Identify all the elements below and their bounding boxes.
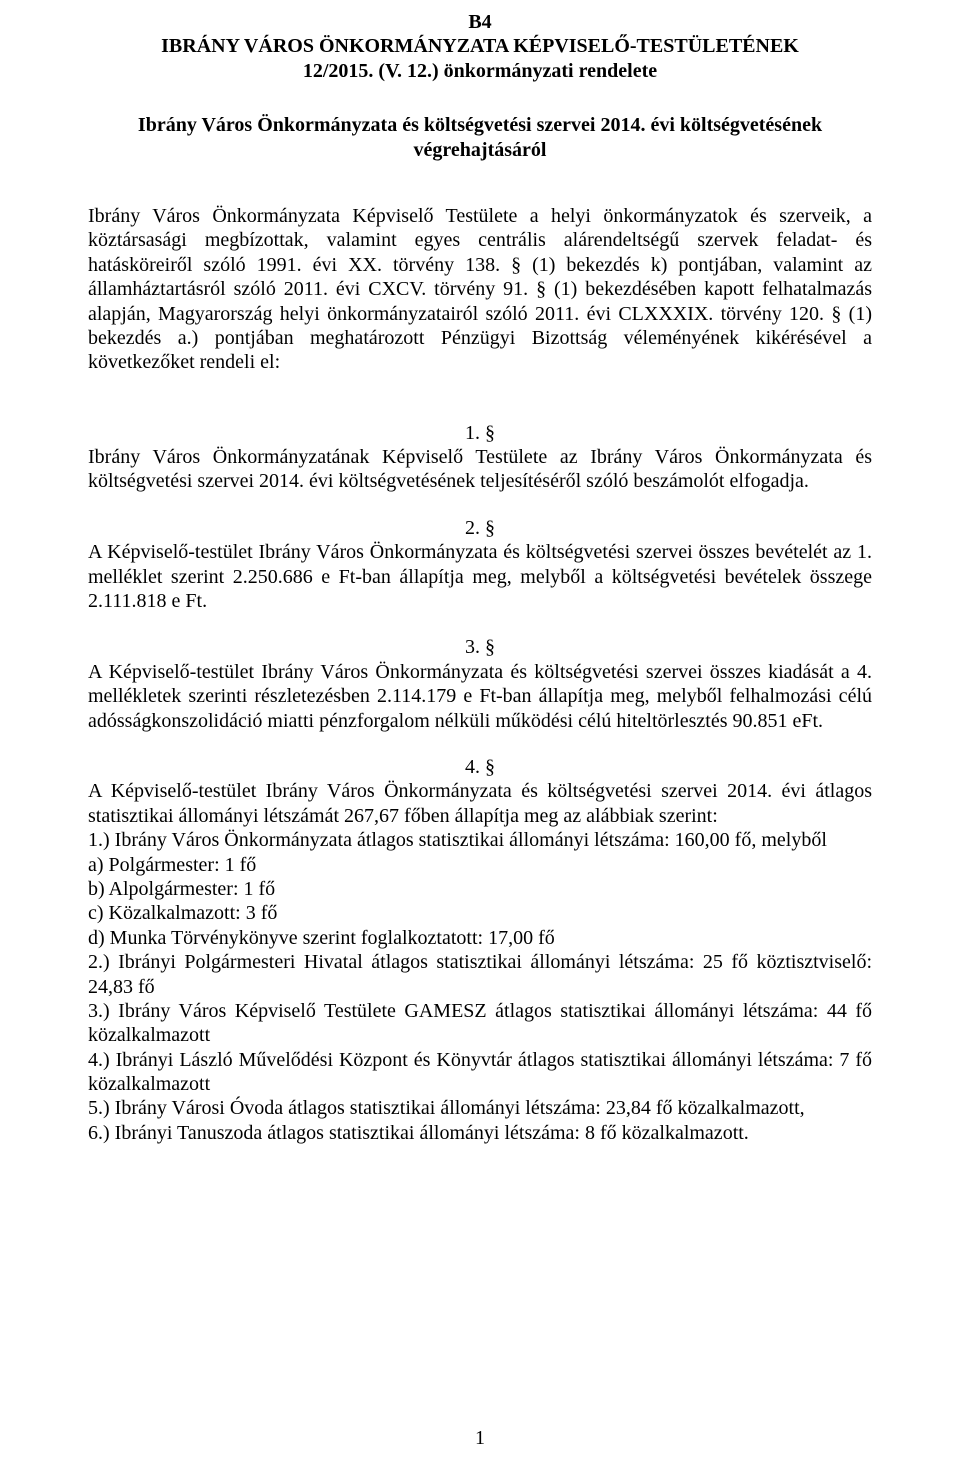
section-3-number: 3. § (88, 635, 872, 659)
header-line-1: IBRÁNY VÁROS ÖNKORMÁNYZATA KÉPVISELŐ-TES… (88, 34, 872, 58)
section-4-line-6: 6.) Ibrányi Tanuszoda átlagos statisztik… (88, 1121, 872, 1145)
section-4-line-d: d) Munka Törvénykönyve szerint foglalkoz… (88, 926, 872, 950)
subtitle-block: Ibrány Város Önkormányzata és költségvet… (88, 113, 872, 162)
section-4-line-b: b) Alpolgármester: 1 fő (88, 877, 872, 901)
section-4-line-5: 5.) Ibrány Városi Óvoda átlagos statiszt… (88, 1096, 872, 1120)
subtitle-line-1: Ibrány Város Önkormányzata és költségvet… (88, 113, 872, 137)
section-4-line-2: 2.) Ibrányi Polgármesteri Hivatal átlago… (88, 950, 872, 999)
section-3: 3. § A Képviselő-testület Ibrány Város Ö… (88, 635, 872, 733)
section-4-line-4: 4.) Ibrányi László Művelődési Központ és… (88, 1048, 872, 1097)
page-number: 1 (0, 1426, 960, 1450)
section-4-line-c: c) Közalkalmazott: 3 fő (88, 901, 872, 925)
section-4-line-3: 3.) Ibrány Város Képviselő Testülete GAM… (88, 999, 872, 1048)
preamble-paragraph: Ibrány Város Önkormányzata Képviselő Tes… (88, 204, 872, 375)
document-page: B4 IBRÁNY VÁROS ÖNKORMÁNYZATA KÉPVISELŐ-… (0, 0, 960, 1478)
section-1: 1. § Ibrány Város Önkormányzatának Képvi… (88, 421, 872, 494)
subtitle-line-2: végrehajtásáról (88, 138, 872, 162)
section-2: 2. § A Képviselő-testület Ibrány Város Ö… (88, 516, 872, 614)
section-4-line-a: a) Polgármester: 1 fő (88, 853, 872, 877)
section-2-body: A Képviselő-testület Ibrány Város Önkorm… (88, 540, 872, 613)
section-4-line-1: 1.) Ibrány Város Önkormányzata átlagos s… (88, 828, 872, 852)
section-4-number: 4. § (88, 755, 872, 779)
header-code: B4 (88, 10, 872, 34)
section-1-number: 1. § (88, 421, 872, 445)
header-block: B4 IBRÁNY VÁROS ÖNKORMÁNYZATA KÉPVISELŐ-… (88, 10, 872, 83)
section-4-intro: A Képviselő-testület Ibrány Város Önkorm… (88, 779, 872, 828)
section-2-number: 2. § (88, 516, 872, 540)
section-3-body: A Képviselő-testület Ibrány Város Önkorm… (88, 660, 872, 733)
section-4: 4. § A Képviselő-testület Ibrány Város Ö… (88, 755, 872, 1145)
section-1-body: Ibrány Város Önkormányzatának Képviselő … (88, 445, 872, 494)
header-line-2: 12/2015. (V. 12.) önkormányzati rendelet… (88, 59, 872, 83)
